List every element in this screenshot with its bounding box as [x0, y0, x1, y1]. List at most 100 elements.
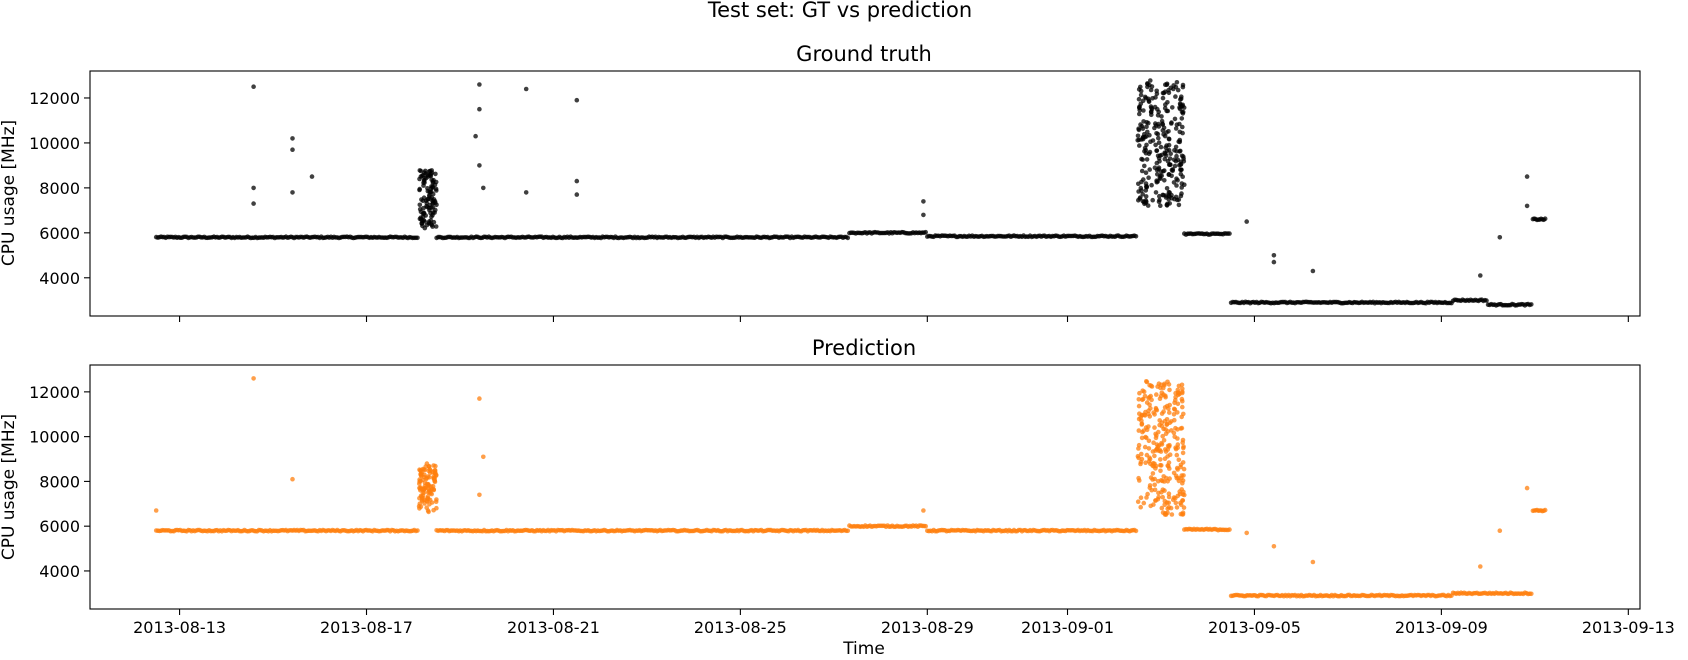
data-point — [1174, 149, 1179, 154]
data-point — [1159, 411, 1165, 416]
data-point — [477, 106, 482, 112]
data-point — [1168, 151, 1173, 156]
data-point — [425, 494, 431, 499]
data-point — [1173, 126, 1179, 131]
y-tick-label: 4000 — [39, 562, 80, 581]
data-point — [1179, 116, 1185, 121]
y-tick-label: 12000 — [29, 383, 80, 402]
data-point — [1142, 444, 1148, 450]
data-point — [1138, 495, 1144, 501]
data-point — [1180, 130, 1185, 136]
data-point — [153, 508, 159, 513]
data-point — [1140, 98, 1146, 104]
data-point — [1174, 176, 1179, 181]
data-point — [1169, 512, 1175, 517]
data-point — [1178, 96, 1184, 102]
data-point — [1173, 194, 1179, 200]
x-tick-label: 2013-09-01 — [1021, 618, 1114, 637]
data-point — [1181, 466, 1187, 472]
data-point — [1163, 431, 1169, 437]
data-point — [1180, 386, 1185, 392]
ground-truth-scatter-points — [153, 78, 1548, 308]
x-tick-label: 2013-09-09 — [1395, 618, 1488, 637]
data-point — [429, 184, 434, 189]
data-point — [419, 486, 425, 492]
data-point — [430, 470, 435, 475]
data-point — [1175, 436, 1180, 441]
data-point — [426, 509, 431, 515]
data-point — [523, 190, 529, 195]
data-point — [1165, 100, 1170, 105]
data-point — [1144, 400, 1150, 405]
data-point — [1175, 87, 1181, 93]
data-point — [1139, 456, 1145, 462]
data-point — [1137, 104, 1142, 109]
data-point — [1150, 197, 1155, 203]
data-point — [1178, 511, 1184, 517]
data-point — [1166, 491, 1172, 497]
data-point — [1152, 453, 1157, 459]
data-point — [1178, 462, 1184, 468]
data-point — [1155, 179, 1160, 184]
data-point — [417, 176, 422, 182]
prediction-panel: Prediction 4000 6000 8000 10000 12000 2013-0… — [0, 336, 1675, 659]
data-point — [1227, 231, 1232, 236]
prediction-title: Prediction — [812, 336, 916, 360]
data-point — [1146, 175, 1151, 180]
data-point — [1178, 502, 1184, 508]
data-point — [1524, 485, 1530, 491]
data-point — [1166, 444, 1172, 449]
data-point — [1152, 461, 1157, 467]
data-point — [1176, 457, 1182, 463]
data-point — [1478, 564, 1483, 569]
y-tick-label: 10000 — [29, 428, 80, 447]
data-point — [1146, 99, 1152, 105]
data-point — [1153, 448, 1158, 453]
data-point — [1159, 505, 1165, 511]
data-point — [1163, 151, 1168, 156]
data-point — [1175, 401, 1181, 407]
data-point — [1152, 482, 1157, 488]
data-point — [430, 205, 436, 210]
data-point — [1182, 182, 1187, 187]
data-point — [1144, 184, 1149, 190]
data-point — [1167, 476, 1172, 481]
data-point — [1179, 473, 1184, 478]
data-point — [1141, 500, 1147, 506]
data-point — [1174, 475, 1180, 481]
data-point — [1149, 105, 1154, 111]
data-point — [1165, 379, 1170, 385]
data-point — [1244, 219, 1249, 224]
data-point — [845, 235, 851, 241]
data-point — [1159, 114, 1164, 119]
data-point — [434, 188, 439, 193]
y-tick-label: 12000 — [29, 89, 80, 108]
ground-truth-plot-frame — [89, 70, 1641, 317]
data-point — [1497, 528, 1503, 533]
data-point — [1478, 273, 1483, 278]
data-point — [845, 528, 851, 534]
data-point — [434, 505, 439, 511]
data-point — [1153, 95, 1158, 100]
data-point — [1157, 153, 1163, 158]
data-point — [1175, 493, 1181, 499]
data-point — [1271, 544, 1277, 549]
data-point — [1138, 88, 1144, 94]
data-point — [1180, 390, 1185, 396]
data-point — [1169, 195, 1175, 201]
data-point — [428, 210, 433, 216]
data-point — [1167, 410, 1172, 415]
ground-truth-y-axis: 4000 6000 8000 10000 12000 — [29, 89, 90, 288]
data-point — [1160, 433, 1165, 439]
data-point — [1139, 188, 1144, 193]
data-point — [477, 396, 482, 401]
data-point — [1140, 126, 1146, 131]
data-point — [1180, 84, 1186, 90]
data-point — [574, 192, 580, 197]
data-point — [1152, 125, 1157, 131]
data-point — [1180, 478, 1186, 483]
data-point — [1148, 78, 1153, 83]
data-point — [1148, 406, 1153, 411]
data-point — [1179, 425, 1185, 431]
data-point — [1542, 507, 1548, 513]
